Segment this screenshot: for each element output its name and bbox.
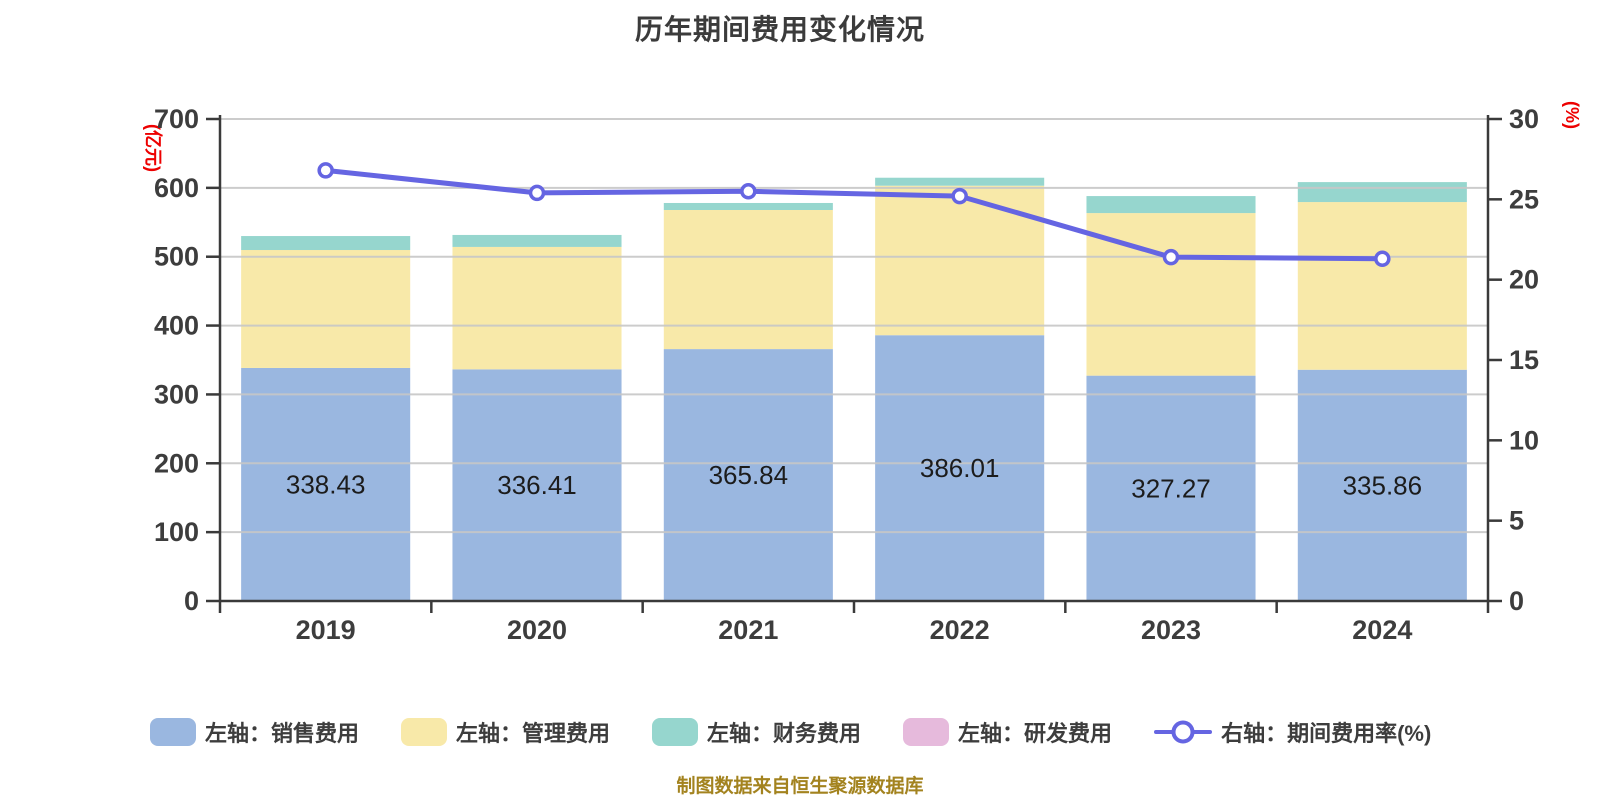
right-axis-tick-label-25: 25	[1509, 184, 1539, 214]
legend-item-5: 右轴：期间费用率(%)	[1154, 716, 1431, 748]
bar-value-label-2023: 327.27	[1131, 473, 1211, 503]
bar-segment-finance-2023	[1086, 196, 1256, 214]
x-axis-label-2022: 2022	[930, 615, 990, 645]
rate-line	[323, 167, 1385, 262]
bar-segment-sales-2020	[452, 369, 622, 601]
bar-segment-finance-2019	[241, 236, 411, 251]
chart-title: 历年期间费用变化情况	[634, 14, 925, 45]
rate-line-marker-2019	[317, 162, 334, 179]
legend-swatch-icon	[150, 718, 196, 746]
x-axis-label-2021: 2021	[718, 615, 778, 645]
left-axis-tick-label-700: 700	[154, 104, 199, 134]
chart-plot-area: 0 100 200 300 400 500 600 700 0 5 10 15 20 25 30 2019 20…	[154, 104, 1539, 645]
left-axis-tick-label-200: 200	[154, 448, 199, 478]
bar-segment-sales-2021	[663, 349, 833, 601]
legend-line-marker-icon	[1154, 718, 1213, 746]
x-axis-label-2020: 2020	[507, 615, 567, 645]
legend-label: 左轴：财务费用	[707, 721, 862, 746]
bar-value-label-2020: 336.41	[497, 470, 577, 500]
right-axis-tick-label-5: 5	[1509, 506, 1524, 536]
bar-value-label-2021: 365.84	[709, 460, 789, 490]
bar-segment-finance-2021	[663, 202, 833, 211]
right-axis-tick-label-30: 30	[1509, 104, 1539, 134]
x-axis-label-2024: 2024	[1352, 615, 1412, 645]
bar-segment-sales-2019	[241, 367, 411, 601]
legend: 左轴：销售费用 左轴：管理费用 左轴：财务费用 左轴：研发费用 右轴：期间费用率(%)	[150, 716, 1431, 748]
bar-value-label-2022: 386.01	[920, 453, 1000, 483]
left-axis-tick-label-500: 500	[154, 242, 199, 272]
rate-line-marker-2020	[528, 184, 546, 202]
bar-segment-sales-2024	[1297, 369, 1467, 601]
rate-line-marker-2021	[740, 183, 757, 200]
bar-segment-admin-2020	[452, 246, 622, 370]
left-axis-tick-label-0: 0	[184, 586, 199, 616]
bar-segment-admin-2023	[1086, 213, 1256, 376]
x-axis-label-2023: 2023	[1141, 615, 1201, 645]
left-axis-tick-label-100: 100	[154, 517, 199, 547]
left-axis-tick-label-300: 300	[154, 379, 199, 409]
legend-item-2: 左轴：管理费用	[401, 716, 610, 748]
rate-line-marker-2024	[1374, 250, 1391, 268]
left-axis-tick-label-400: 400	[154, 311, 199, 341]
right-axis-tick-label-20: 20	[1509, 265, 1539, 295]
legend-swatch-icon	[401, 718, 448, 746]
legend-label: 左轴：研发费用	[958, 721, 1113, 746]
bar-segment-admin-2024	[1297, 202, 1467, 370]
legend-circle-icon	[1171, 720, 1195, 744]
bar-segment-finance-2020	[452, 234, 622, 247]
legend-swatch-icon	[903, 718, 950, 746]
data-source-caption: 制图数据来自恒生聚源数据库	[676, 776, 924, 797]
bar-segment-admin-2021	[663, 210, 833, 350]
bar-segment-admin-2022	[875, 185, 1045, 336]
bar-segment-sales-2022	[875, 335, 1045, 601]
legend-label: 左轴：销售费用	[205, 721, 360, 746]
legend-item-4: 左轴：研发费用	[903, 716, 1112, 748]
legend-label: 右轴：期间费用率(%)	[1221, 721, 1432, 746]
legend-swatch-icon	[652, 718, 699, 746]
left-axis-tick-label-600: 600	[154, 173, 199, 203]
right-axis-tick-label-0: 0	[1509, 586, 1524, 616]
bar-value-label-2024: 335.86	[1343, 470, 1423, 500]
rate-line-marker-2022	[951, 187, 968, 205]
bar-segment-finance-2022	[875, 177, 1045, 186]
legend-item-1: 左轴：销售费用	[150, 716, 359, 748]
bar-value-label-2019: 338.43	[286, 469, 366, 499]
legend-label: 左轴：管理费用	[456, 721, 611, 746]
legend-item-3: 左轴：财务费用	[652, 716, 861, 748]
bar-segment-finance-2024	[1297, 182, 1467, 203]
x-axis-label-2019: 2019	[296, 615, 356, 645]
bar-segment-admin-2019	[241, 250, 411, 368]
rate-line-marker-2023	[1162, 248, 1180, 266]
bar-segment-sales-2023	[1086, 375, 1256, 601]
right-axis-tick-label-10: 10	[1509, 425, 1539, 455]
right-axis-tick-label-15: 15	[1509, 345, 1539, 375]
